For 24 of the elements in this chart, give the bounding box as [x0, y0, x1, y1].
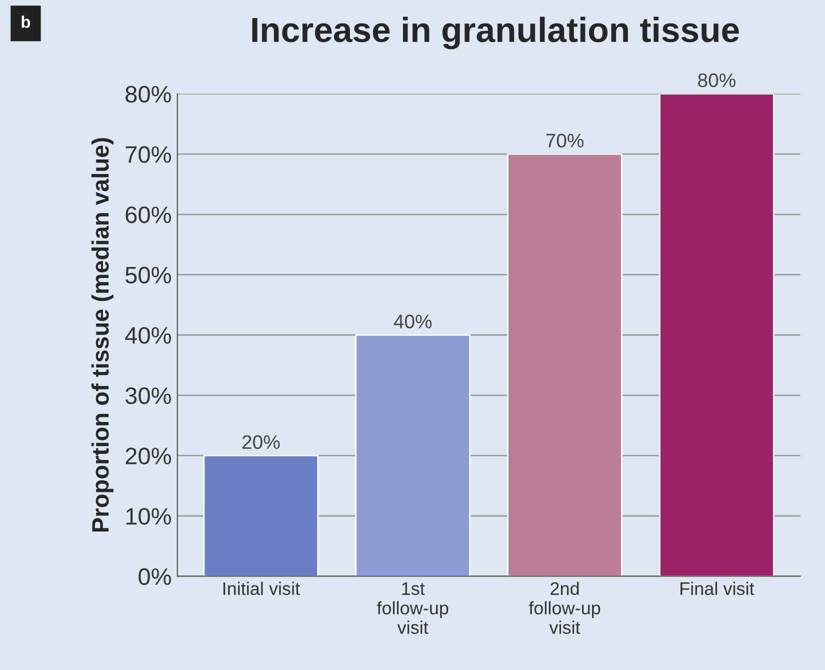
y-tick-label: 80% — [126, 86, 171, 103]
x-tick-label: Final visit — [680, 582, 754, 596]
chart-title: Increase in granulation tissue — [252, 16, 739, 50]
y-tick-label: 70% — [126, 146, 171, 163]
y-tick-label: 60% — [126, 206, 171, 224]
y-tick-label: 50% — [126, 266, 171, 284]
bar — [355, 334, 471, 576]
x-tick-label: 2nd follow-up visit — [528, 582, 600, 634]
text: b — [22, 16, 30, 28]
y-tick-label: 20% — [126, 448, 171, 464]
y-tick-label: 10% — [126, 508, 171, 525]
x-tick-label: 1st follow-up visit — [376, 582, 448, 634]
data-label: 80% — [698, 73, 736, 88]
y-tick-label: 0% — [138, 568, 171, 585]
bar — [659, 94, 774, 576]
y-tick-label: 30% — [125, 387, 171, 404]
y-tick-label: 40% — [125, 327, 171, 344]
data-label: 40% — [394, 314, 432, 328]
bar — [507, 153, 622, 576]
y-axis-title: Proportion of tissue (median value) — [91, 138, 114, 532]
data-label: 70% — [546, 134, 584, 148]
data-label: 20% — [242, 435, 280, 449]
bar — [203, 454, 319, 576]
x-tick-label: Initial visit — [223, 582, 300, 596]
